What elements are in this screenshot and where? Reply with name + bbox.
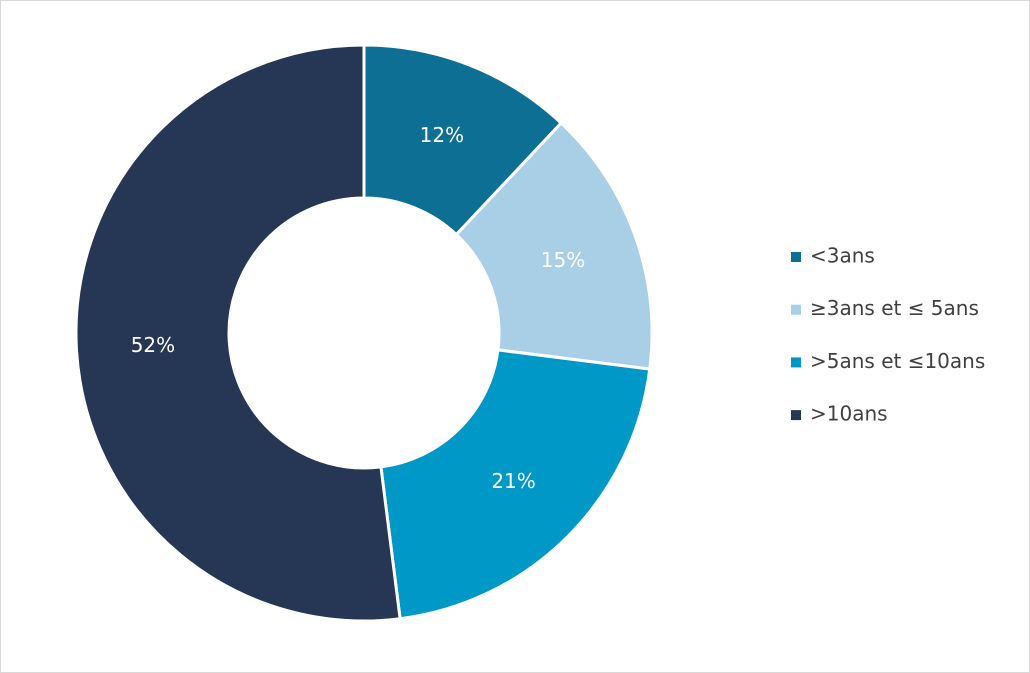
donut-slice xyxy=(74,43,402,623)
donut-slice xyxy=(379,348,652,621)
legend-label: ≥3ans et ≤ 5ans xyxy=(810,296,979,320)
legend-label: >5ans et ≤10ans xyxy=(810,349,985,373)
legend-label: >10ans xyxy=(810,402,888,426)
legend-swatch xyxy=(791,410,801,421)
legend-swatch xyxy=(791,357,801,368)
legend-swatch xyxy=(791,304,801,315)
data-label: 21% xyxy=(491,469,535,493)
data-label: 52% xyxy=(131,333,175,357)
data-label: 12% xyxy=(420,123,464,147)
donut-slice xyxy=(454,120,654,371)
data-label: 15% xyxy=(541,248,585,272)
donut-slice xyxy=(362,43,564,237)
legend-swatch xyxy=(791,252,801,262)
legend-label: <3ans xyxy=(810,244,875,268)
